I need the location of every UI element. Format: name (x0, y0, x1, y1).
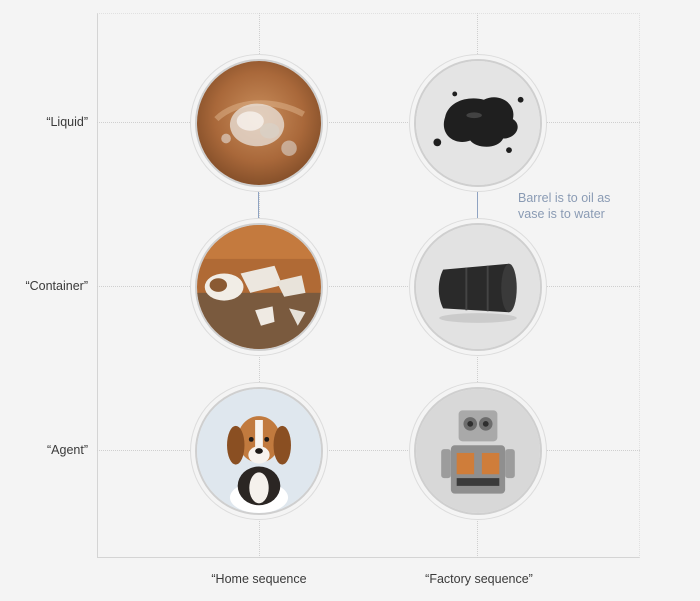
diagram-frame (97, 13, 640, 558)
broken-vase-image (195, 223, 323, 351)
arrow-factory-up (473, 185, 481, 220)
column-label-factory: “Factory sequence” (425, 572, 533, 586)
oil-barrel-image (414, 223, 542, 351)
row-label-container: “Container” (25, 279, 88, 293)
beagle-puppy-image (195, 387, 323, 515)
gridline-container (97, 286, 640, 287)
column-label-home: “Home sequence (211, 572, 307, 586)
row-label-agent: “Agent” (47, 443, 88, 457)
oil-spill-image (414, 59, 542, 187)
gridline-agent (97, 450, 640, 451)
toy-robot-image (414, 387, 542, 515)
analogy-annotation: Barrel is to oil as vase is to water (518, 191, 611, 221)
gridline-liquid (97, 122, 640, 123)
arrow-home-up (254, 185, 262, 220)
water-splash-image (195, 59, 323, 187)
row-label-liquid: “Liquid” (46, 115, 88, 129)
